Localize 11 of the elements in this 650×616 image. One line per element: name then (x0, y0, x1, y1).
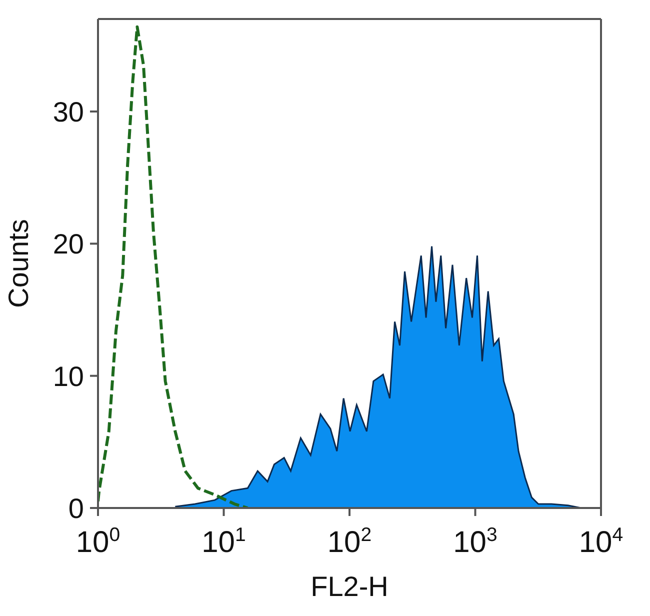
x-tick-label: 10$^{3}$ (453, 524, 498, 559)
x-tick-label: 10$^{0}$ (76, 524, 120, 559)
x-tick-label: 10$^{4}$ (578, 524, 624, 559)
y-tick-label: 0 (68, 493, 84, 524)
y-axis-title: Counts (2, 219, 34, 308)
y-tick-label: 10 (52, 360, 84, 392)
y-tick-label: 30 (52, 96, 84, 128)
y-tick-label: 20 (52, 228, 84, 260)
x-tick-label: 10$^{2}$ (327, 524, 372, 559)
x-tick-label: 10$^{1}$ (202, 524, 246, 559)
x-axis-title: FL2-H (310, 571, 388, 602)
